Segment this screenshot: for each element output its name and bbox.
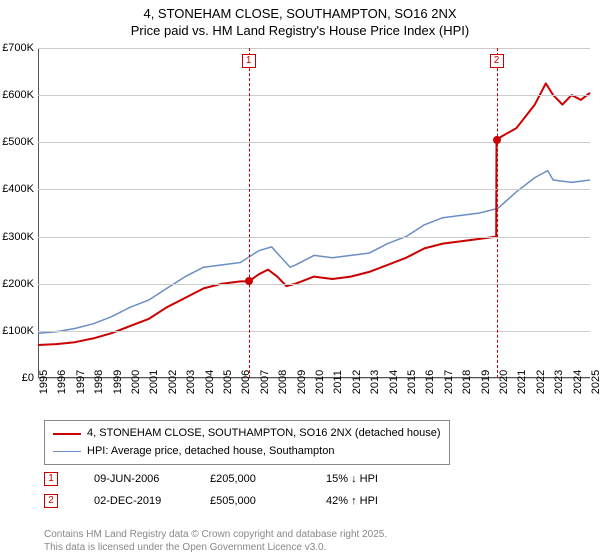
x-tick-label: 2003 [185, 370, 197, 394]
x-tick-label: 2002 [167, 370, 179, 394]
grid-line [38, 237, 590, 238]
x-tick-label: 2004 [204, 370, 216, 394]
event-delta: 15% ↓ HPI [326, 468, 406, 490]
legend-label: HPI: Average price, detached house, Sout… [87, 443, 334, 461]
chart-title: 4, STONEHAM CLOSE, SOUTHAMPTON, SO16 2NX… [0, 0, 600, 40]
y-tick-label: £600K [2, 89, 34, 101]
x-tick-label: 2022 [535, 370, 547, 394]
grid-line [38, 284, 590, 285]
series-hpi [38, 171, 590, 334]
grid-line [38, 331, 590, 332]
event-marker-box: 1 [44, 472, 58, 486]
attribution-line1: Contains HM Land Registry data © Crown c… [44, 528, 387, 541]
legend-swatch [53, 433, 81, 435]
x-tick-label: 2006 [240, 370, 252, 394]
x-tick-label: 1998 [93, 370, 105, 394]
x-tick-label: 2018 [461, 370, 473, 394]
x-tick-label: 2015 [406, 370, 418, 394]
event-row: 1 09-JUN-2006 £205,000 15% ↓ HPI [44, 468, 406, 490]
x-tick-label: 2011 [332, 370, 344, 394]
y-tick-label: £0 [22, 372, 34, 384]
x-tick-label: 2016 [424, 370, 436, 394]
title-line2: Price paid vs. HM Land Registry's House … [0, 23, 600, 40]
attribution-line2: This data is licensed under the Open Gov… [44, 541, 387, 554]
event-row: 2 02-DEC-2019 £505,000 42% ↑ HPI [44, 490, 406, 512]
reference-marker: 1 [242, 54, 256, 68]
y-tick-label: £200K [2, 278, 34, 290]
reference-line [497, 48, 498, 378]
event-dot [493, 136, 501, 144]
y-tick-label: £700K [2, 42, 34, 54]
x-tick-label: 2020 [498, 370, 510, 394]
event-marker-box: 2 [44, 494, 58, 508]
grid-line [38, 189, 590, 190]
grid-line [38, 48, 590, 49]
x-tick-label: 1996 [56, 370, 68, 394]
x-tick-label: 2005 [222, 370, 234, 394]
x-tick-label: 2024 [572, 370, 584, 394]
legend-box: 4, STONEHAM CLOSE, SOUTHAMPTON, SO16 2NX… [44, 420, 450, 465]
x-tick-label: 2014 [388, 370, 400, 394]
chart-svg [38, 48, 590, 378]
x-tick-label: 2001 [148, 370, 160, 394]
x-tick-label: 2017 [443, 370, 455, 394]
grid-line [38, 142, 590, 143]
event-date: 09-JUN-2006 [94, 468, 174, 490]
x-tick-label: 1997 [75, 370, 87, 394]
event-rows: 1 09-JUN-2006 £205,000 15% ↓ HPI 2 02-DEC-201… [44, 468, 406, 512]
reference-line [249, 48, 250, 378]
x-tick-label: 2008 [277, 370, 289, 394]
y-tick-label: £500K [2, 136, 34, 148]
title-line1: 4, STONEHAM CLOSE, SOUTHAMPTON, SO16 2NX [0, 6, 600, 23]
y-tick-label: £400K [2, 183, 34, 195]
x-tick-label: 2007 [259, 370, 271, 394]
x-tick-label: 1999 [112, 370, 124, 394]
x-tick-label: 2013 [369, 370, 381, 394]
x-tick-label: 2019 [480, 370, 492, 394]
event-price: £505,000 [210, 490, 290, 512]
y-tick-label: £300K [2, 231, 34, 243]
legend-item: HPI: Average price, detached house, Sout… [53, 443, 441, 461]
x-tick-label: 1995 [38, 370, 50, 394]
x-tick-label: 2012 [351, 370, 363, 394]
x-tick-label: 2000 [130, 370, 142, 394]
grid-line [38, 95, 590, 96]
event-delta: 42% ↑ HPI [326, 490, 406, 512]
event-price: £205,000 [210, 468, 290, 490]
event-dot [245, 277, 253, 285]
x-tick-label: 2009 [296, 370, 308, 394]
x-tick-label: 2021 [516, 370, 528, 394]
x-tick-label: 2023 [553, 370, 565, 394]
legend-swatch [53, 451, 81, 453]
reference-marker: 2 [490, 54, 504, 68]
y-tick-label: £100K [2, 325, 34, 337]
event-date: 02-DEC-2019 [94, 490, 174, 512]
chart-container: 4, STONEHAM CLOSE, SOUTHAMPTON, SO16 2NX… [0, 0, 600, 560]
x-tick-label: 2025 [590, 370, 600, 394]
x-tick-label: 2010 [314, 370, 326, 394]
series-price_paid [38, 83, 590, 345]
attribution: Contains HM Land Registry data © Crown c… [44, 528, 387, 554]
legend-item: 4, STONEHAM CLOSE, SOUTHAMPTON, SO16 2NX… [53, 425, 441, 443]
legend-label: 4, STONEHAM CLOSE, SOUTHAMPTON, SO16 2NX… [87, 425, 441, 443]
